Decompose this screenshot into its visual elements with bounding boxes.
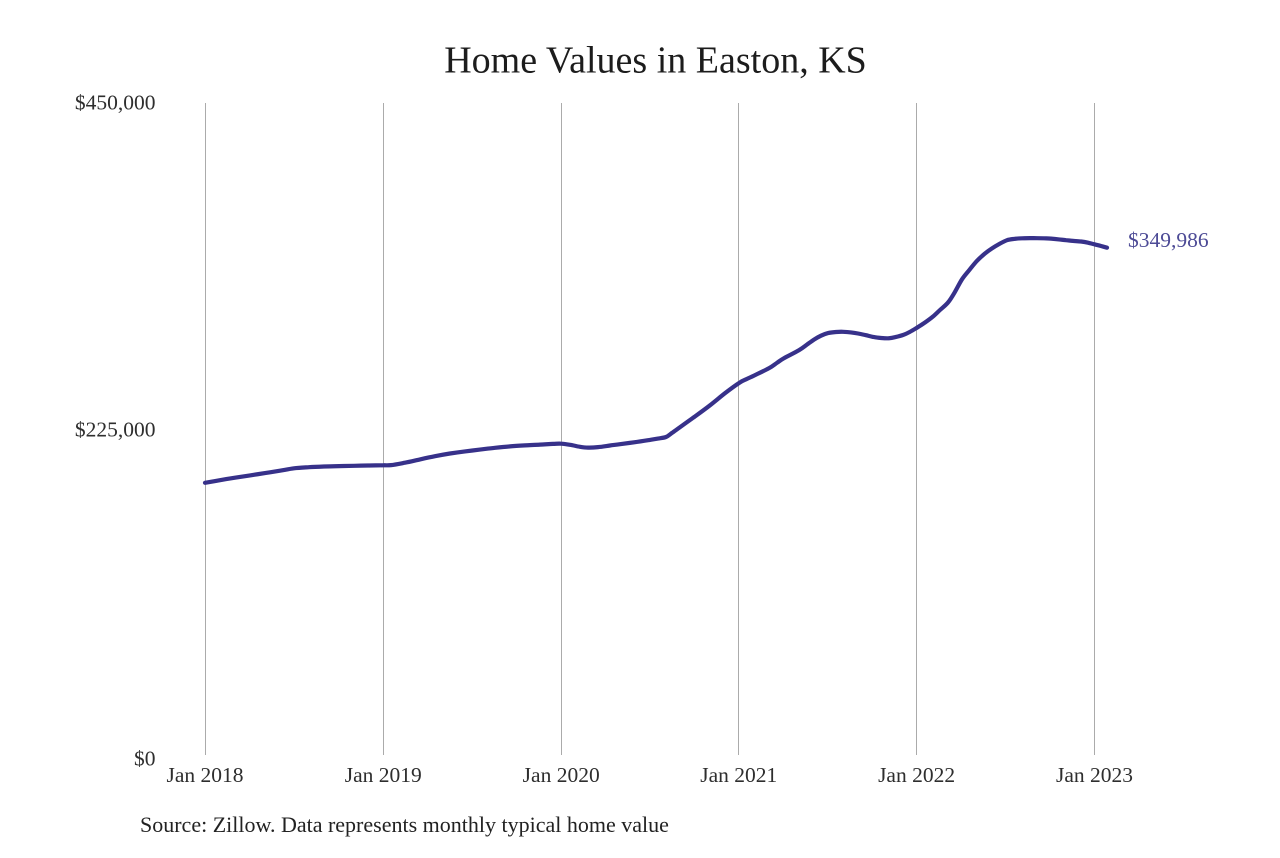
svg-text:Jan 2023: Jan 2023: [1056, 763, 1133, 787]
svg-text:$0: $0: [134, 747, 156, 771]
svg-text:$349,986: $349,986: [1128, 228, 1209, 252]
svg-text:Jan 2021: Jan 2021: [700, 763, 777, 787]
svg-text:Jan 2020: Jan 2020: [523, 763, 600, 787]
svg-text:Jan 2022: Jan 2022: [878, 763, 955, 787]
svg-text:Home Values in Easton, KS: Home Values in Easton, KS: [444, 40, 867, 82]
svg-text:$225,000: $225,000: [75, 418, 156, 442]
svg-text:Jan 2019: Jan 2019: [345, 763, 422, 787]
svg-text:Source: Zillow. Data represent: Source: Zillow. Data represents monthly …: [140, 812, 669, 837]
svg-text:$450,000: $450,000: [75, 91, 156, 115]
svg-text:Jan 2018: Jan 2018: [166, 763, 243, 787]
